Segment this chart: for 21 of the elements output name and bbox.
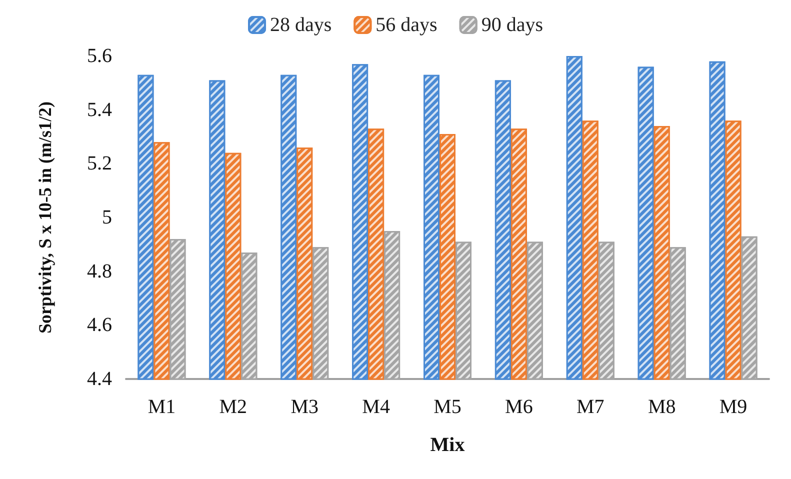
- x-tick-label: M3: [290, 396, 319, 418]
- y-tick-label: 4.8: [87, 260, 112, 282]
- y-axis-title: Sorptivity, S x 10-5 in (m/s1/2): [35, 101, 55, 334]
- x-tick-label: M1: [148, 396, 176, 418]
- x-tick-label: M2: [219, 396, 248, 418]
- y-tick-label: 5: [102, 206, 112, 228]
- y-tick-label: 5.2: [87, 152, 112, 175]
- legend-label: 90 days: [481, 14, 544, 36]
- legend-label: 56 days: [376, 14, 438, 36]
- x-tick-label: M6: [505, 396, 533, 418]
- x-axis-title: Mix: [430, 434, 465, 456]
- x-tick-label: M8: [648, 396, 676, 418]
- x-tick-label: M4: [362, 396, 390, 418]
- legend-label: 28 days: [270, 14, 332, 36]
- y-tick-label: 4.4: [87, 368, 112, 390]
- x-tick-label: M5: [434, 396, 462, 418]
- x-tick-label: M7: [576, 396, 604, 418]
- x-tick-label: M9: [719, 396, 748, 418]
- y-tick-label: 5.6: [87, 45, 112, 67]
- y-tick-label: 5.4: [87, 98, 112, 121]
- y-tick-label: 4.6: [87, 314, 112, 336]
